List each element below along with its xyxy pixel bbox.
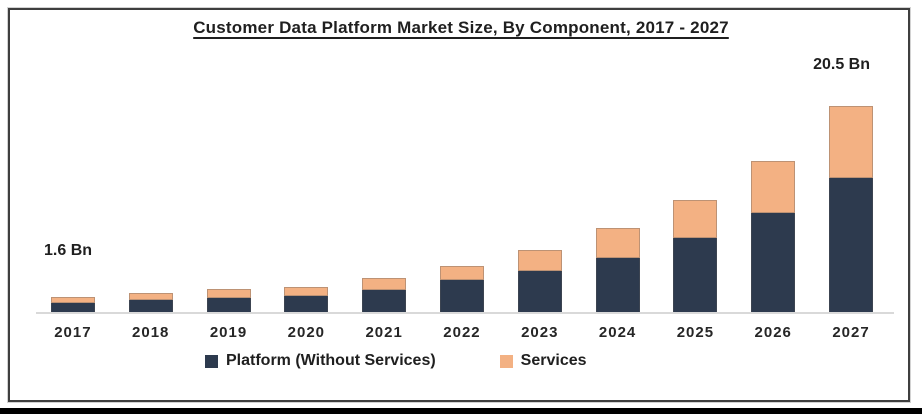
bar-group-2017 xyxy=(34,100,112,313)
bar-group-2020 xyxy=(267,100,345,313)
bar-stack-2023 xyxy=(517,249,562,313)
bar-group-2018 xyxy=(112,100,190,313)
chart-title-text: Customer Data Platform Market Size, By C… xyxy=(193,18,729,37)
bar-segment-2026-services xyxy=(751,160,796,214)
bar-segment-2020-platform xyxy=(284,295,329,313)
bar-plot-area xyxy=(34,100,890,313)
bar-group-2027 xyxy=(812,100,890,313)
legend-label-services: Services xyxy=(520,352,587,369)
x-axis-label-2026: 2026 xyxy=(754,324,792,341)
bar-stack-2022 xyxy=(439,265,484,313)
bar-segment-2019-services xyxy=(206,288,251,298)
bar-group-2021 xyxy=(345,100,423,313)
bar-segment-2021-services xyxy=(362,277,407,290)
x-axis-label-2027: 2027 xyxy=(832,324,870,341)
bar-segment-2022-services xyxy=(439,265,484,280)
bar-segment-2026-platform xyxy=(751,213,796,313)
bar-segment-2021-platform xyxy=(362,289,407,313)
bar-stack-2027 xyxy=(829,106,874,313)
bar-segment-2027-services xyxy=(829,106,874,178)
x-axis-label-2022: 2022 xyxy=(443,324,481,341)
bar-stack-2017 xyxy=(50,296,95,313)
x-axis-label-2017: 2017 xyxy=(54,324,92,341)
bar-segment-2023-services xyxy=(517,249,562,271)
annotation-2017-total: 1.6 Bn xyxy=(44,242,93,259)
legend-label-platform: Platform (Without Services) xyxy=(226,352,436,369)
x-axis-label-2019: 2019 xyxy=(209,324,248,341)
bar-stack-2018 xyxy=(128,292,173,313)
x-axis-label-2021: 2021 xyxy=(365,324,403,341)
legend-item-services: Services xyxy=(499,352,587,370)
bar-group-2022 xyxy=(423,100,501,313)
x-axis-labels: 2017 2018 2019 2020 2021 2022 2023 2024 2025 2026… xyxy=(34,324,890,341)
chart-title: Customer Data Platform Market Size, By C… xyxy=(0,18,922,38)
x-axis-label-2025: 2025 xyxy=(676,324,715,341)
x-axis-label-2023: 2023 xyxy=(521,324,559,341)
bar-stack-2019 xyxy=(206,288,251,313)
bar-stack-2024 xyxy=(595,228,640,313)
bar-group-2023 xyxy=(501,100,579,313)
bar-stack-2021 xyxy=(362,277,407,313)
bar-stack-2025 xyxy=(673,200,718,313)
bar-group-2019 xyxy=(190,100,268,313)
bar-group-2025 xyxy=(657,100,735,313)
bar-segment-2024-services xyxy=(595,228,640,258)
services-legend-swatch-icon xyxy=(499,354,513,368)
annotation-2027-total: 20.5 Bn xyxy=(813,56,870,73)
bar-segment-2017-services xyxy=(50,296,95,303)
x-axis-label-2020: 2020 xyxy=(287,324,326,341)
bar-segment-2018-services xyxy=(128,292,173,300)
bar-segment-2025-services xyxy=(673,200,718,239)
x-axis-line xyxy=(36,312,894,314)
x-axis-label-2018: 2018 xyxy=(132,324,170,341)
bar-segment-2020-services xyxy=(284,286,329,296)
bar-segment-2024-platform xyxy=(595,257,640,313)
bar-segment-2025-platform xyxy=(673,238,718,313)
bar-group-2024 xyxy=(579,100,657,313)
bar-segment-2023-platform xyxy=(517,270,562,313)
bar-segment-2027-platform xyxy=(829,177,874,313)
bar-stack-2020 xyxy=(284,286,329,313)
bar-segment-2019-platform xyxy=(206,297,251,313)
bar-stack-2026 xyxy=(751,160,796,313)
x-axis-label-2024: 2024 xyxy=(598,324,637,341)
chart-legend: Platform (Without Services) Services xyxy=(205,352,587,370)
platform-legend-swatch-icon xyxy=(205,354,218,368)
bar-segment-2022-platform xyxy=(439,279,484,313)
page-bottom-edge xyxy=(0,408,922,414)
legend-item-platform: Platform (Without Services) xyxy=(205,352,436,370)
bar-group-2026 xyxy=(734,100,812,313)
